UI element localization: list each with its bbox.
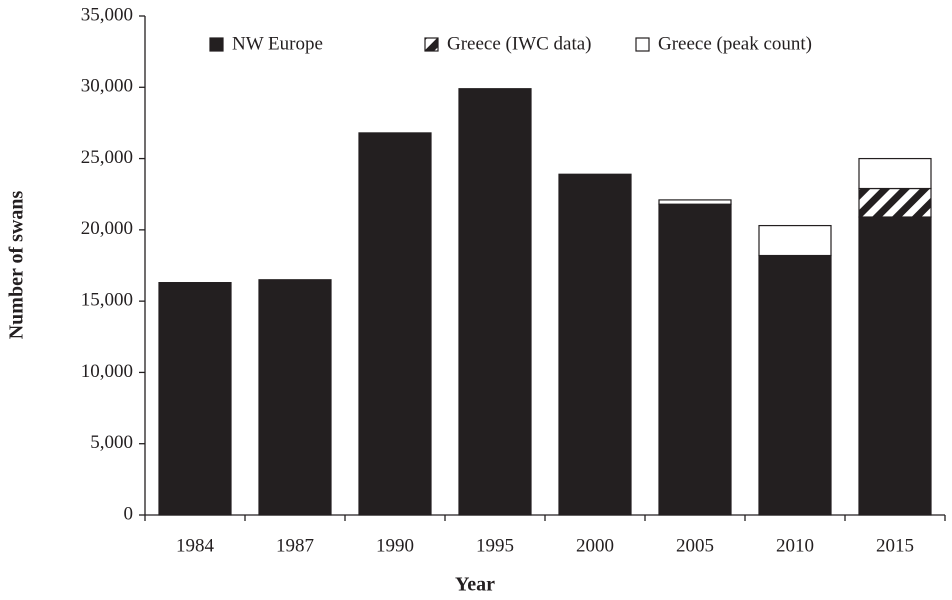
y-tick-label: 30,000 bbox=[81, 76, 133, 97]
y-tick-label: 35,000 bbox=[81, 4, 133, 25]
legend-label: Greece (peak count) bbox=[658, 33, 812, 54]
y-tick-label: 5,000 bbox=[90, 432, 133, 453]
y-tick-label: 15,000 bbox=[81, 290, 133, 311]
bar-segment bbox=[658, 203, 732, 516]
y-axis-title: Number of swans bbox=[6, 191, 28, 340]
x-tick-label: 1990 bbox=[376, 535, 414, 556]
x-tick-label: 1995 bbox=[476, 535, 514, 556]
bar-segment bbox=[358, 132, 432, 516]
bar-segment bbox=[458, 88, 532, 516]
bar-segment bbox=[758, 224, 832, 257]
bar-segment bbox=[558, 173, 632, 516]
x-tick-label: 2000 bbox=[576, 535, 614, 556]
bar-segment bbox=[158, 282, 232, 516]
bar-segment bbox=[258, 279, 332, 516]
bar-segment bbox=[858, 187, 932, 218]
y-tick-label: 20,000 bbox=[81, 218, 133, 239]
y-tick-label: 25,000 bbox=[81, 147, 133, 168]
bar-segment bbox=[758, 254, 832, 516]
bar-segment bbox=[858, 216, 932, 516]
legend-swatch bbox=[209, 37, 224, 52]
x-tick-label: 2005 bbox=[676, 535, 714, 556]
y-tick-label: 0 bbox=[124, 503, 134, 524]
legend-swatch bbox=[424, 37, 439, 52]
bar-segment bbox=[858, 157, 932, 190]
legend-label: Greece (IWC data) bbox=[447, 33, 592, 54]
y-tick-label: 10,000 bbox=[81, 361, 133, 382]
x-axis-title: Year bbox=[455, 574, 495, 596]
x-tick-label: 1987 bbox=[276, 535, 314, 556]
bar-segment bbox=[658, 199, 732, 205]
x-tick-label: 1984 bbox=[176, 535, 215, 556]
legend-label: NW Europe bbox=[232, 33, 323, 54]
x-tick-label: 2015 bbox=[876, 535, 914, 556]
legend-swatch bbox=[635, 37, 650, 52]
x-tick-label: 2010 bbox=[776, 535, 814, 556]
